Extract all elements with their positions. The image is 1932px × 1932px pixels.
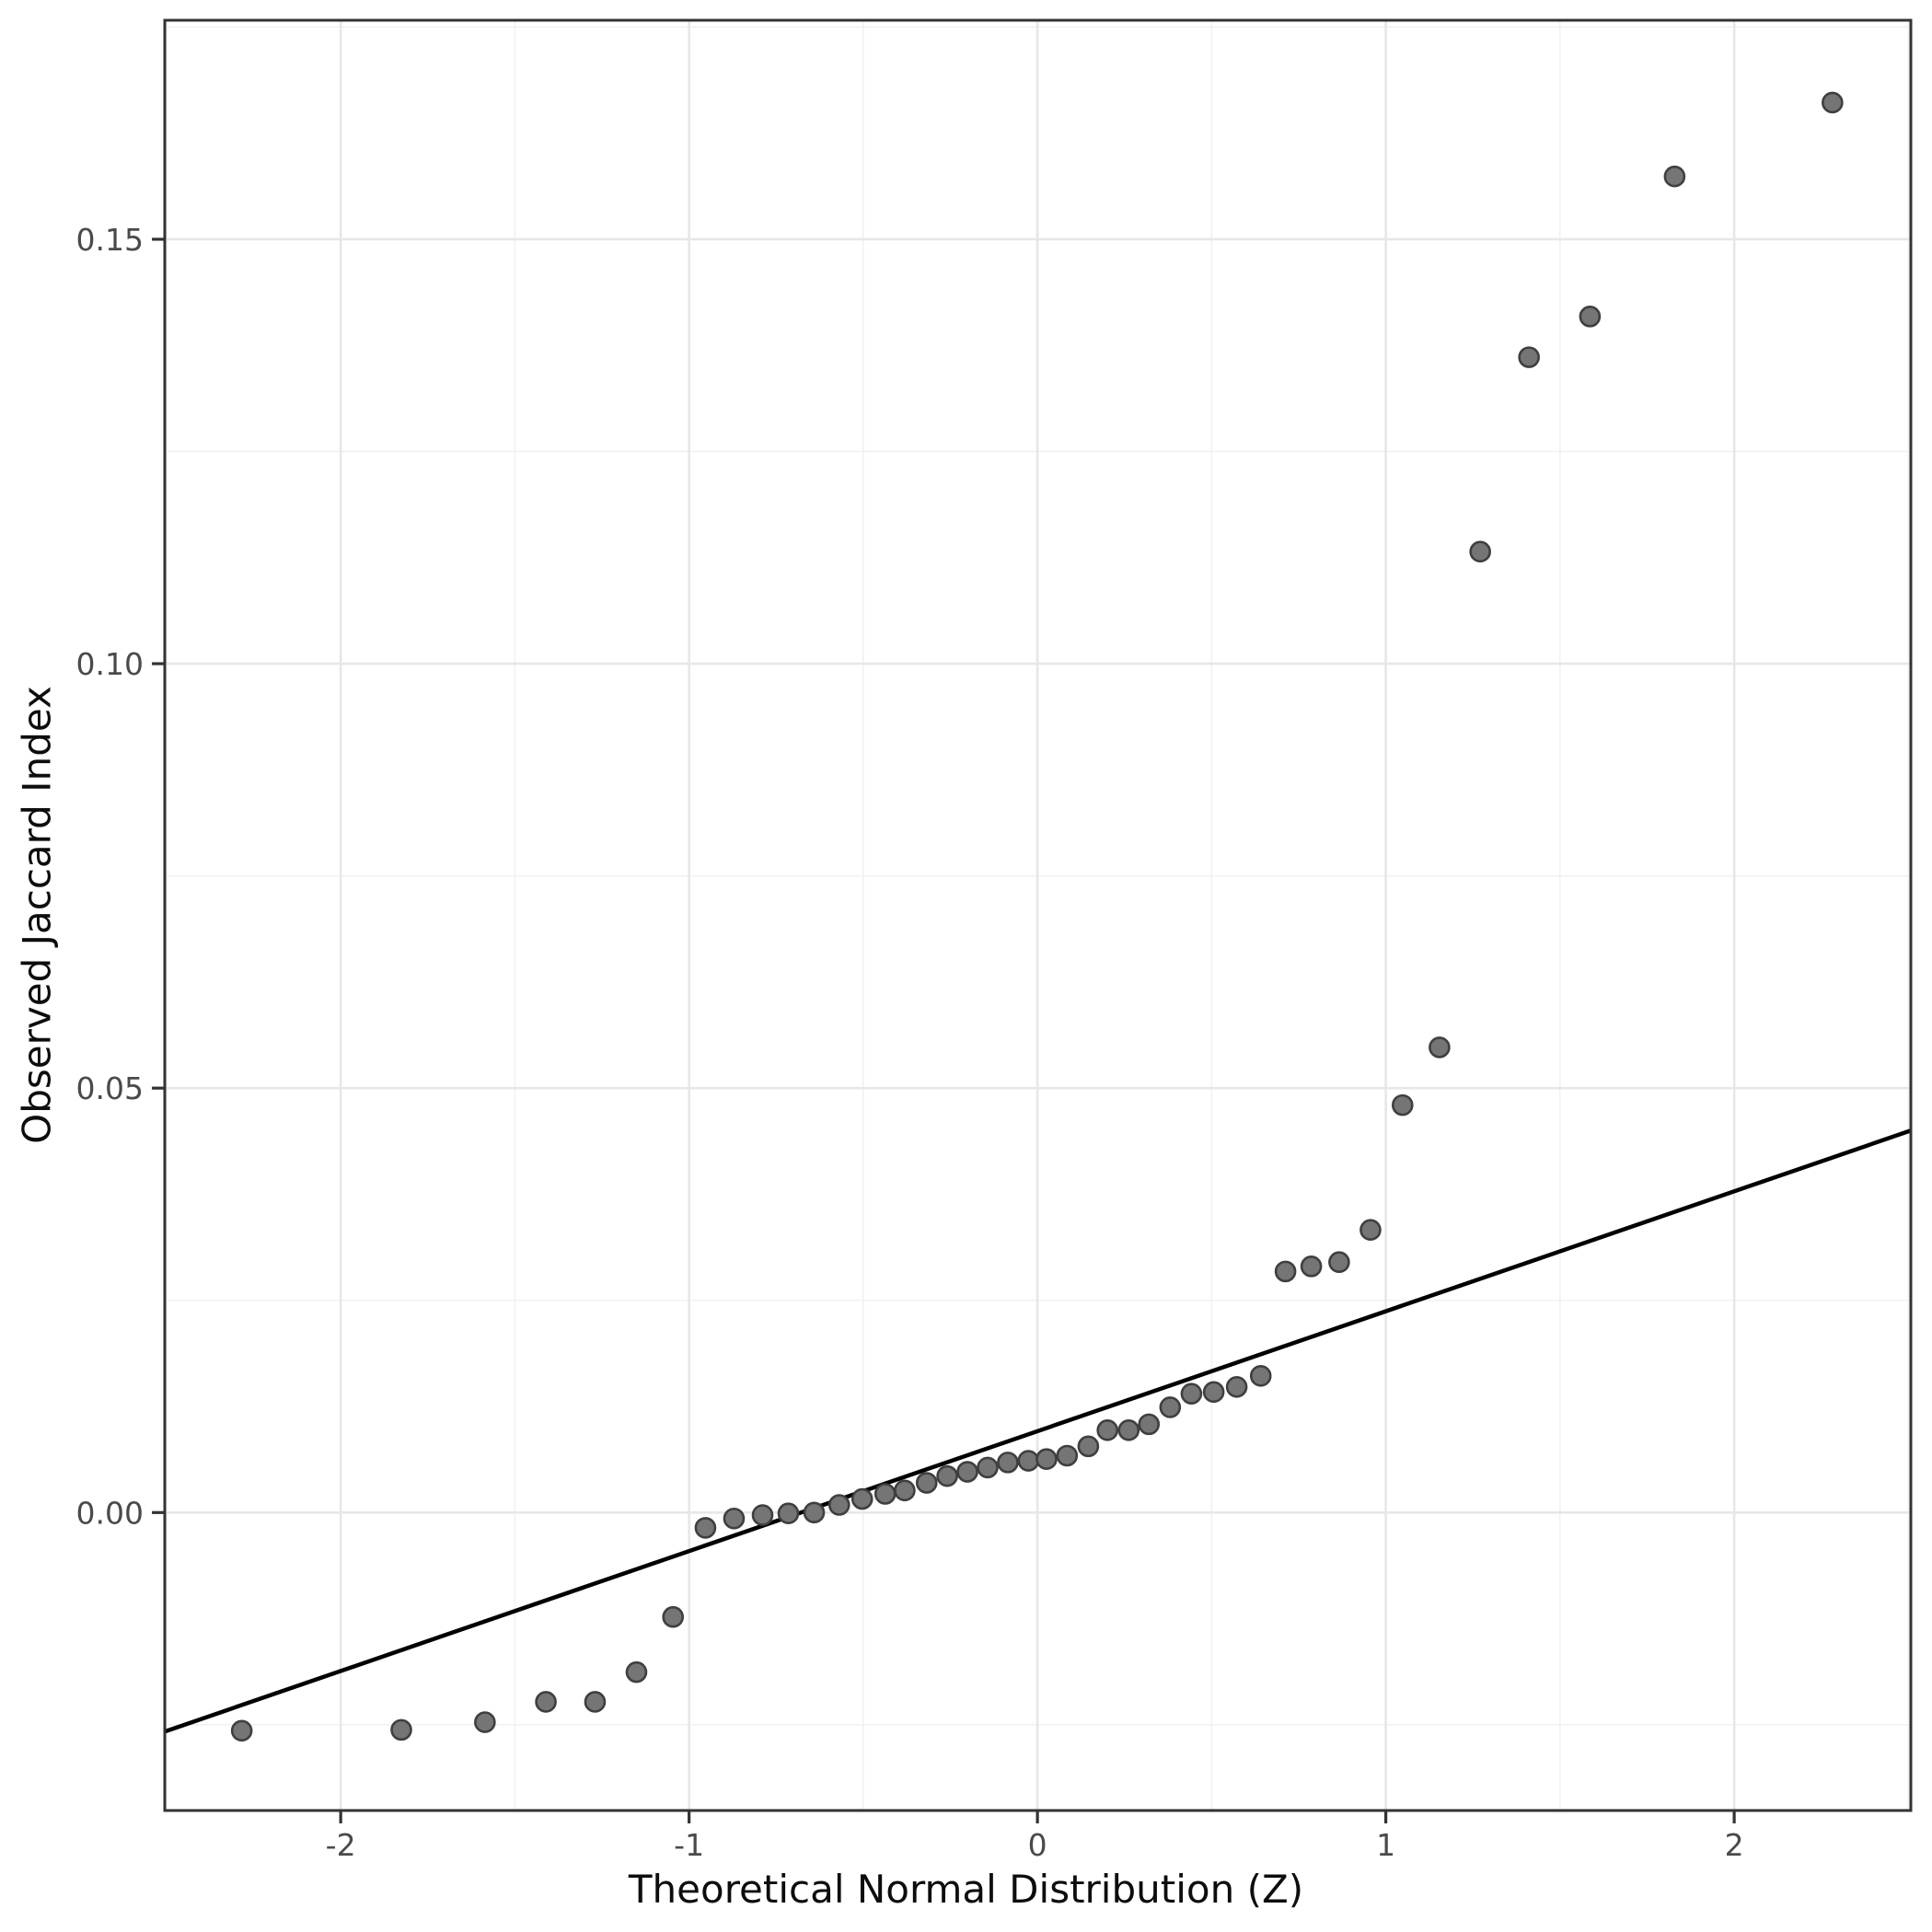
data-point [1300, 1255, 1323, 1278]
data-point [997, 1452, 1019, 1474]
data-point [1096, 1419, 1118, 1441]
reference-line [164, 1128, 1912, 1734]
data-point [850, 1487, 873, 1510]
data-point [1077, 1435, 1100, 1458]
x-axis-title: Theoretical Normal Distribution (Z) [628, 1867, 1304, 1912]
data-point [1274, 1260, 1297, 1283]
data-point [956, 1461, 978, 1483]
data-point [1035, 1448, 1058, 1470]
data-point [751, 1504, 774, 1526]
x-tick-label: 2 [1725, 1827, 1744, 1863]
y-tick-label: 0.05 [76, 1070, 144, 1106]
data-point [694, 1517, 717, 1539]
data-point [662, 1605, 685, 1628]
x-tick-label: -1 [674, 1827, 704, 1863]
data-point [873, 1483, 897, 1505]
data-point [1359, 1219, 1382, 1241]
data-point [723, 1507, 746, 1530]
y-tick-label: 0.00 [76, 1495, 144, 1531]
data-point [894, 1479, 916, 1502]
data-point [1469, 540, 1491, 563]
data-point [230, 1719, 253, 1742]
y-axis-title: Observed Jaccard Index [14, 686, 60, 1144]
data-point [977, 1456, 999, 1479]
data-point [1159, 1396, 1182, 1418]
data-point [936, 1464, 958, 1487]
data-point [1117, 1419, 1140, 1441]
data-point [777, 1502, 800, 1525]
data-point [1822, 91, 1844, 114]
data-point [1249, 1365, 1272, 1387]
data-point [390, 1718, 412, 1741]
data-point [1579, 306, 1602, 328]
data-point [803, 1501, 826, 1524]
data-point [1017, 1450, 1040, 1472]
y-tick-label: 0.15 [76, 222, 144, 258]
data-point [915, 1472, 938, 1494]
data-point [1056, 1444, 1079, 1467]
data-point [1663, 165, 1686, 188]
data-point [1518, 346, 1540, 368]
data-point [535, 1691, 557, 1713]
x-tick-label: -2 [326, 1827, 356, 1863]
data-point [1391, 1093, 1414, 1116]
data-point [1328, 1251, 1350, 1274]
data-point [584, 1691, 607, 1713]
data-point [625, 1660, 648, 1683]
data-point [1180, 1382, 1203, 1405]
data-point [1202, 1381, 1225, 1404]
y-tick-label: 0.10 [76, 646, 144, 682]
x-tick-label: 0 [1028, 1827, 1047, 1863]
data-point [1225, 1376, 1248, 1398]
data-point [1138, 1413, 1161, 1436]
x-tick-label: 1 [1376, 1827, 1395, 1863]
data-point [1429, 1036, 1451, 1059]
data-point [474, 1711, 496, 1733]
data-point [827, 1494, 850, 1516]
